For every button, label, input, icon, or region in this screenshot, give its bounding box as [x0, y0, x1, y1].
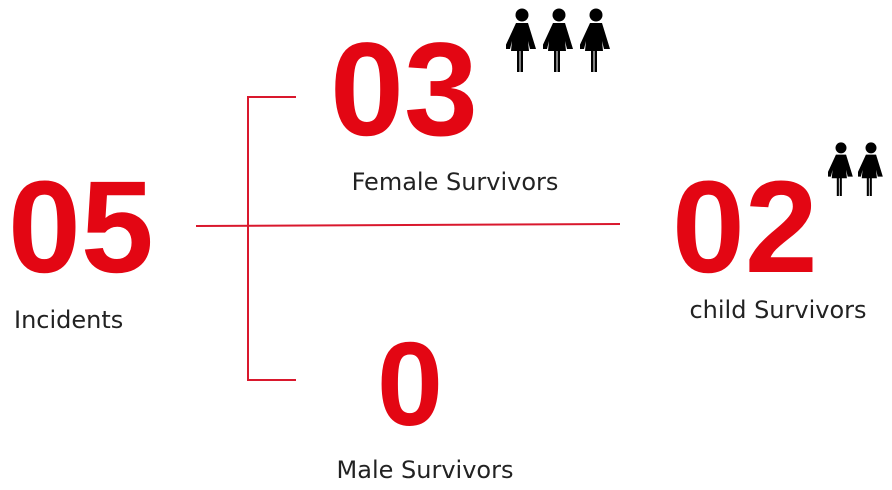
stat-number: 05 [8, 153, 154, 300]
stat-label: child Survivors [689, 296, 866, 324]
stat-label: Female Survivors [352, 168, 559, 196]
child-icon [828, 142, 853, 196]
stat-label: Incidents [14, 306, 123, 334]
connector [195, 96, 621, 381]
bracket [247, 96, 296, 381]
stat-number: 0 [377, 318, 443, 451]
female-icon [506, 8, 536, 72]
child-icon [858, 142, 883, 196]
horizontal-line [195, 223, 621, 227]
female-icon [580, 8, 610, 72]
female-icon [543, 8, 573, 72]
child-icons [828, 142, 883, 196]
female-icons [506, 8, 610, 72]
stat-number: 02 [672, 153, 818, 300]
stat-label: Male Survivors [337, 456, 514, 484]
stat-number: 03 [330, 16, 478, 164]
